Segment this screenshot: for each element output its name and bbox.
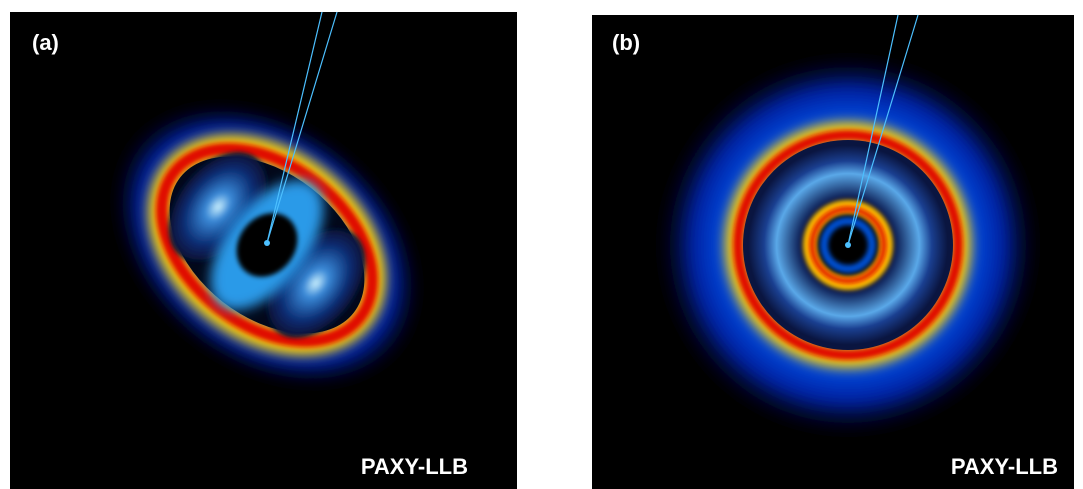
- beam-center: [845, 242, 851, 248]
- panel-b: (b) PAXY-LLB: [592, 14, 1074, 489]
- panel-label: (a): [32, 30, 59, 55]
- beam-stop: [847, 14, 899, 246]
- watermark: PAXY-LLB: [361, 454, 468, 479]
- beam-center: [264, 240, 270, 246]
- beam-stop: [266, 11, 338, 244]
- panel-a: (a) PAXY-LLB: [10, 11, 517, 489]
- beam-stop: [266, 11, 323, 244]
- panel-label: (b): [612, 30, 640, 55]
- watermark: PAXY-LLB: [951, 454, 1058, 479]
- beam-stop: [847, 14, 919, 246]
